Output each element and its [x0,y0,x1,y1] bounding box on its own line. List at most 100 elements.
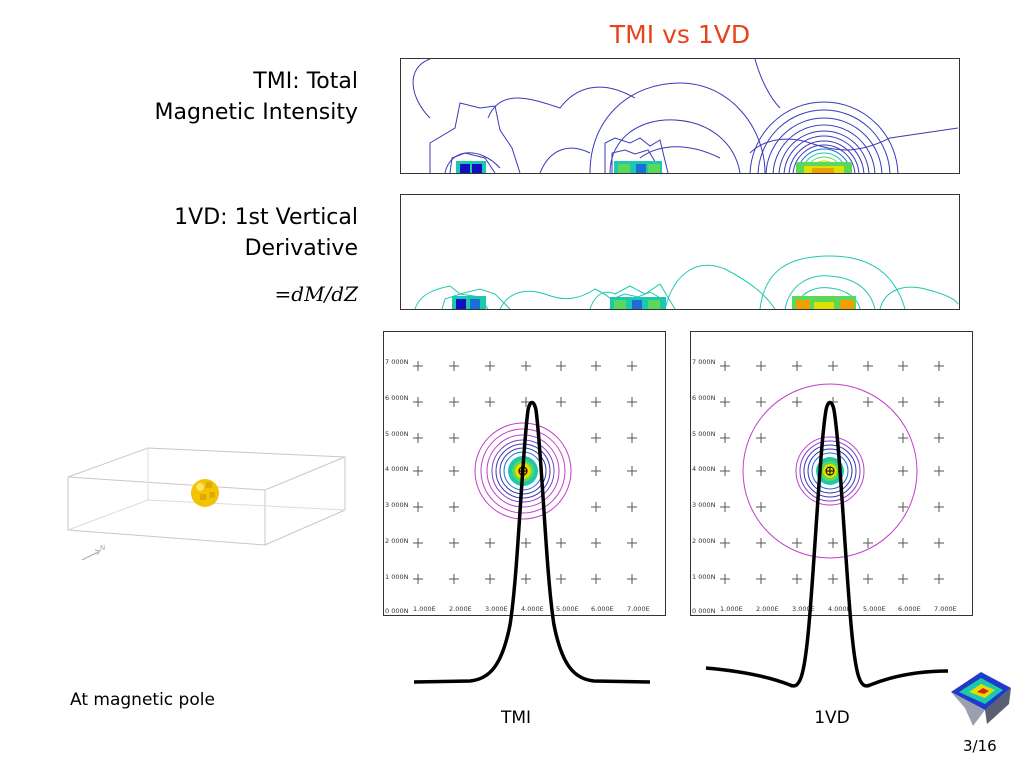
grid-cross [934,502,944,512]
y-tick-label: 1 000N [692,573,716,581]
grid-cross [720,538,730,548]
grid-cross [627,361,637,371]
grid-cross [934,466,944,476]
grid-cross [756,502,766,512]
y-tick-label: 2 000N [692,537,716,545]
x-tick-label: 5.000E [556,605,579,613]
caption-tmi: TMI [500,708,532,728]
grid-cross [413,502,423,512]
grid-cross [485,574,495,584]
vd-label-line2: Derivative [244,236,358,261]
grid-cross [863,574,873,584]
grid-cross [627,466,637,476]
x-tick-label: 3.000E [792,605,815,613]
grid-cross [591,433,601,443]
grid-cross [756,466,766,476]
grid-cross [485,361,495,371]
x-tick-label: 1.000E [413,605,436,613]
y-tick-label: 6 000N [692,394,716,402]
grid-cross [792,397,802,407]
grid-cross [756,433,766,443]
x-tick-label: 6.000E [591,605,614,613]
y-tick-label: 5 000N [385,430,409,438]
grid-cross [556,538,566,548]
note-text: At magnetic pole [70,690,215,710]
grid-cross [485,538,495,548]
logo-icon [951,672,1011,726]
grid-cross [756,397,766,407]
grid-cross [521,361,531,371]
grid-cross [934,397,944,407]
grid-cross [591,397,601,407]
grid-cross [449,397,459,407]
grid-cross [720,433,730,443]
grid-cross [898,466,908,476]
grid-cross [591,361,601,371]
grid-cross [556,361,566,371]
tmi-section-panel [400,58,960,174]
tmi-profile-curve [413,400,651,684]
grid-cross [863,361,873,371]
tmi-label-line1: TMI: Total [253,69,358,94]
grid-cross [934,538,944,548]
y-tick-label: 3 000N [692,501,716,509]
sphere-body [191,479,219,507]
x-tick-label: 4.000E [521,605,544,613]
grid-cross [934,433,944,443]
grid-cross [449,466,459,476]
model-box-3d: N [67,447,346,561]
y-tick-label: 0 000N [692,607,716,615]
tmi-label-line2: Magnetic Intensity [154,100,359,125]
caption-1vd: 1VD [814,708,850,728]
grid-cross [720,502,730,512]
grid-cross [934,574,944,584]
grid-cross [627,574,637,584]
grid-cross [898,574,908,584]
derivative-formula: =dM/dZ [274,282,358,306]
x-tick-label: 6.000E [898,605,921,613]
y-tick-label: 2 000N [385,537,409,545]
vd-profile-curve [705,400,949,688]
grid-cross [413,433,423,443]
grid-cross [863,397,873,407]
vd-plan-map: 7 000N 6 000N 5 000N 4 000N 3 000N 2 000N 1 00… [690,331,973,616]
grid-cross [828,538,838,548]
y-tick-label: 4 000N [385,465,409,473]
grid-cross [720,361,730,371]
y-tick-label: 7 000N [692,358,716,366]
vd-section-panel [400,194,960,310]
grid-cross [898,502,908,512]
x-tick-label: 7.000E [627,605,650,613]
grid-cross [449,361,459,371]
grid-cross [898,361,908,371]
grid-cross [521,574,531,584]
grid-cross [720,397,730,407]
slide-title: TMI vs 1VD [609,20,751,49]
x-tick-label: 7.000E [934,605,957,613]
grid-cross [720,574,730,584]
grid-cross [413,466,423,476]
x-tick-label: 2.000E [756,605,779,613]
vd-label-line1: 1VD: 1st Vertical [174,205,358,230]
y-tick-label: 1 000N [385,573,409,581]
grid-cross [449,574,459,584]
x-tick-label: 4.000E [828,605,851,613]
grid-cross [756,538,766,548]
grid-cross [413,397,423,407]
grid-cross [898,433,908,443]
grid-cross [521,397,531,407]
grid-cross [449,433,459,443]
grid-cross [449,538,459,548]
grid-cross [556,574,566,584]
grid-cross [413,538,423,548]
grid-cross [792,538,802,548]
grid-cross [863,538,873,548]
y-tick-label: 6 000N [385,394,409,402]
tmi-label: TMI: Total Magnetic Intensity [155,66,359,128]
grid-cross [627,538,637,548]
grid-cross [591,502,601,512]
grid-cross [898,397,908,407]
grid-cross [792,361,802,371]
grid-cross [521,538,531,548]
x-tick-label: 3.000E [485,605,508,613]
